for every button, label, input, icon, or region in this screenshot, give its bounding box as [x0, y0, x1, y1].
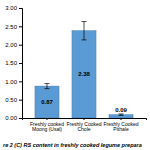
- error-bar: [82, 22, 87, 40]
- x-tick-label-line: Moong (Usal): [32, 126, 62, 132]
- data-labels: 0.87 2.38 0.09: [41, 71, 127, 113]
- error-bar-stem: [84, 22, 85, 40]
- y-tick-label: 0.00: [5, 115, 17, 121]
- y-tick-mark: [19, 81, 22, 82]
- y-tick: 2.50: [5, 24, 22, 30]
- error-bar-cap: [119, 113, 124, 114]
- y-tick-mark: [19, 63, 22, 64]
- y-tick-label: 3.00: [5, 5, 17, 11]
- y-tick: 0.00: [5, 115, 22, 121]
- y-tick: 1.00: [5, 79, 22, 85]
- bar: [109, 115, 133, 118]
- y-tick: 2.00: [5, 42, 22, 48]
- bar: [35, 86, 59, 118]
- bar: [72, 31, 96, 118]
- data-label: 2.38: [78, 71, 90, 77]
- error-bar-stem: [46, 84, 47, 89]
- error-bar-cap: [44, 88, 49, 89]
- x-tick: Freshly CookedPithale: [104, 118, 139, 132]
- y-tick: 0.50: [5, 97, 22, 103]
- y-tick-mark: [19, 118, 22, 119]
- y-tick-label: 0.50: [5, 97, 17, 103]
- y-tick-mark: [19, 8, 22, 9]
- plot: 0.00 0.50 1.00 1.50 2.00 2.50 3.00 Freshly cook…: [5, 5, 146, 132]
- y-tick-label: 2.50: [5, 24, 17, 30]
- title: re 2 (C) RS content in freshly cooked le…: [3, 142, 142, 148]
- chart: 0.00 0.50 1.00 1.50 2.00 2.50 3.00 Freshly cook…: [0, 0, 150, 150]
- y-tick: 1.50: [5, 60, 22, 66]
- x-tick-label-line: Pithale: [113, 126, 129, 132]
- x-tick-label: Freshly cookedMoong (Usal): [30, 121, 64, 133]
- error-bar: [44, 84, 49, 89]
- y-tick: 3.00: [5, 5, 22, 11]
- data-label: 0.09: [115, 107, 127, 113]
- x-tick: Freshly CookedChole: [66, 118, 101, 132]
- x-tick-label: Freshly CookedChole: [66, 121, 101, 133]
- x-tick-label-line: Chole: [77, 126, 90, 132]
- y-axis-line: [19, 9, 23, 119]
- x-axis: Freshly cookedMoong (Usal)Freshly Cooked…: [23, 118, 147, 132]
- y-tick-mark: [19, 45, 22, 46]
- x-tick: Freshly cookedMoong (Usal): [30, 118, 64, 132]
- error-bar-cap: [119, 115, 124, 116]
- x-tick-label: Freshly CookedPithale: [104, 121, 139, 133]
- y-tick-mark: [19, 26, 22, 27]
- data-label: 0.87: [41, 99, 53, 105]
- error-bar-cap: [82, 21, 87, 22]
- y-tick-label: 1.00: [5, 79, 17, 85]
- error-bar-cap: [82, 39, 87, 40]
- y-tick-label: 1.50: [5, 60, 17, 66]
- y-tick-mark: [19, 100, 22, 101]
- marks: [35, 22, 133, 118]
- error-bar-cap: [44, 83, 49, 84]
- error-bar: [119, 114, 124, 115]
- y-tick-label: 2.00: [5, 42, 17, 48]
- y-axis: 0.00 0.50 1.00 1.50 2.00 2.50 3.00: [5, 5, 22, 121]
